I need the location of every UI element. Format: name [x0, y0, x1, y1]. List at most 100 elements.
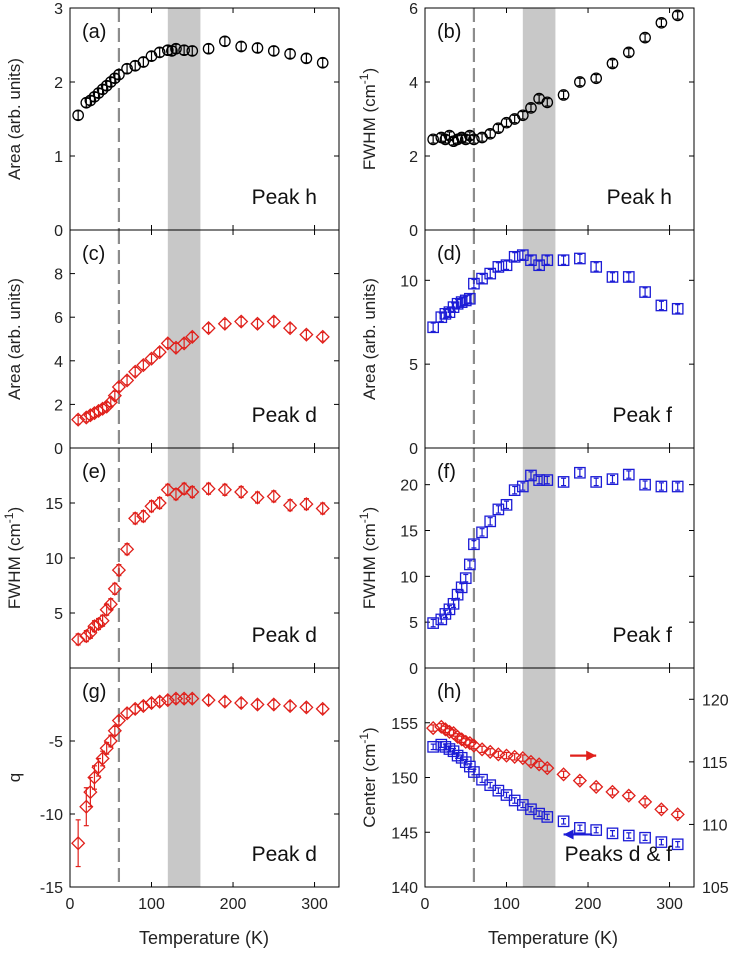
data-point	[153, 46, 166, 59]
data-point	[284, 48, 296, 60]
data-point	[540, 760, 555, 776]
data-series-0	[71, 691, 330, 868]
data-point	[484, 267, 497, 280]
data-point	[572, 773, 587, 788]
x-tick-label: 200	[575, 896, 602, 913]
data-series-0	[71, 481, 330, 647]
data-point	[439, 307, 452, 320]
peak-annotation: Peak d	[252, 843, 317, 866]
peak-annotation: Peaks d & f	[565, 843, 673, 866]
y-tick-label: 15	[400, 524, 418, 541]
data-point	[136, 358, 151, 373]
data-point	[654, 802, 669, 817]
data-point	[185, 691, 200, 706]
data-point	[637, 794, 653, 810]
data-point	[72, 109, 85, 122]
y-tick-label: 0	[409, 441, 418, 458]
peak-annotation: Peak f	[612, 624, 672, 647]
data-point	[96, 83, 109, 96]
data-point	[219, 35, 231, 48]
panel-label: (a)	[82, 21, 106, 43]
data-point	[299, 700, 314, 715]
data-point	[655, 299, 668, 312]
data-point	[152, 344, 167, 360]
data-point	[508, 484, 521, 497]
data-point	[541, 96, 554, 109]
y-axis-label: FWHM (cm-1)	[357, 68, 379, 170]
data-point	[557, 476, 570, 488]
data-point	[71, 632, 86, 647]
peak-annotation: Peak d	[252, 624, 317, 647]
x-tick-label: 0	[421, 896, 430, 913]
data-point	[235, 40, 248, 53]
data-series-0	[427, 249, 684, 334]
y-tick-label: 5	[409, 615, 418, 632]
data-point	[454, 732, 469, 747]
panel-label: (d)	[437, 243, 461, 265]
data-point	[103, 733, 118, 749]
data-point	[185, 329, 200, 344]
data-point	[500, 259, 513, 272]
x-tick-label: 100	[493, 896, 520, 913]
data-point	[92, 87, 105, 99]
data-point	[483, 744, 498, 759]
data-point	[316, 56, 329, 69]
y-tick-label: 3	[54, 1, 63, 18]
data-point	[516, 480, 529, 493]
data-point	[266, 314, 281, 329]
data-point	[250, 316, 265, 331]
data-point	[95, 613, 110, 628]
x-tick-label: 100	[138, 896, 165, 913]
data-point	[427, 740, 440, 753]
data-point	[177, 336, 192, 351]
data-point	[492, 784, 505, 797]
data-point	[622, 468, 635, 481]
data-point	[71, 412, 86, 427]
data-point	[282, 498, 298, 513]
data-point	[113, 68, 125, 81]
data-point	[217, 694, 232, 709]
data-point	[128, 511, 143, 526]
data-point	[144, 351, 159, 366]
panel-label: (c)	[82, 243, 105, 265]
y-tick-label: -15	[40, 880, 63, 897]
data-point	[639, 31, 651, 44]
data-series-0	[427, 466, 684, 629]
data-point	[621, 788, 636, 803]
data-point	[670, 807, 685, 822]
data-point	[83, 784, 98, 800]
data-point	[574, 822, 586, 834]
data-point	[250, 490, 265, 505]
y-axis-label: q	[5, 773, 24, 782]
data-point	[455, 296, 468, 308]
x-axis-label-right: Temperature (K)	[488, 928, 618, 948]
data-series-0	[71, 314, 330, 427]
y-tick-label: 0	[54, 223, 63, 240]
panel-label: (b)	[437, 21, 461, 43]
data-point	[590, 261, 603, 273]
data-point	[639, 831, 651, 844]
data-point	[137, 56, 150, 68]
y-tick-label: 0	[54, 441, 63, 458]
data-point	[170, 42, 182, 55]
y-axis-label: FWHM (cm-1)	[357, 507, 379, 609]
data-point	[111, 713, 127, 728]
y-tick-label: 6	[54, 310, 63, 327]
data-point	[107, 581, 122, 596]
data-point	[463, 292, 476, 305]
data-point	[671, 302, 684, 315]
data-point	[589, 779, 604, 795]
data-point	[492, 122, 505, 135]
data-point	[541, 474, 554, 486]
data-point	[95, 751, 110, 766]
panel-a: 0 1 2 3 Area (arb. units) (a) Peak h	[5, 1, 340, 240]
data-point	[119, 373, 135, 388]
panel-label: (f)	[437, 461, 456, 483]
data-point	[136, 698, 151, 714]
peak-annotation: Peak h	[607, 186, 672, 209]
y-tick-label: 20	[400, 478, 418, 495]
data-point	[88, 90, 101, 103]
data-point	[282, 698, 298, 714]
data-point	[111, 379, 127, 395]
